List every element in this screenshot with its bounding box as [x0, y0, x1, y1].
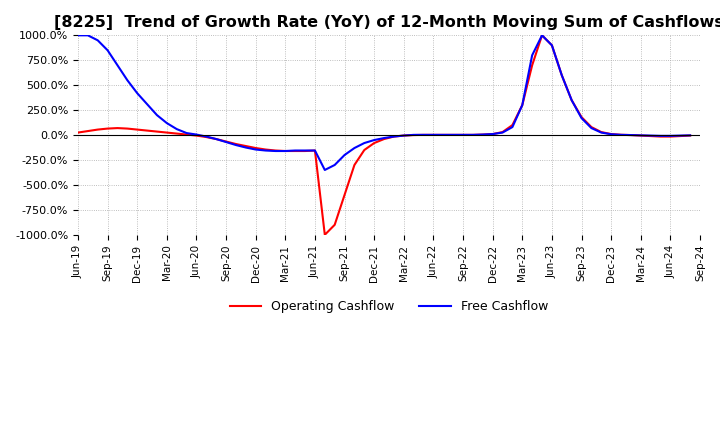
Free Cashflow: [320, 167, 329, 172]
Operating Cashflow: [73, 130, 82, 135]
Operating Cashflow: [241, 143, 250, 149]
Line: Free Cashflow: Free Cashflow: [78, 35, 690, 170]
Free Cashflow: [508, 125, 517, 130]
Operating Cashflow: [686, 133, 695, 138]
Free Cashflow: [676, 133, 685, 138]
Operating Cashflow: [390, 134, 398, 139]
Operating Cashflow: [538, 33, 546, 38]
Free Cashflow: [370, 137, 379, 143]
Operating Cashflow: [370, 140, 379, 146]
Operating Cashflow: [320, 232, 329, 238]
Operating Cashflow: [261, 147, 270, 152]
Free Cashflow: [390, 134, 398, 139]
Legend: Operating Cashflow, Free Cashflow: Operating Cashflow, Free Cashflow: [225, 295, 553, 318]
Title: [8225]  Trend of Growth Rate (YoY) of 12-Month Moving Sum of Cashflows: [8225] Trend of Growth Rate (YoY) of 12-…: [54, 15, 720, 30]
Operating Cashflow: [508, 122, 517, 128]
Free Cashflow: [686, 133, 695, 138]
Operating Cashflow: [676, 133, 685, 139]
Free Cashflow: [241, 145, 250, 150]
Free Cashflow: [73, 33, 82, 38]
Free Cashflow: [261, 148, 270, 153]
Line: Operating Cashflow: Operating Cashflow: [78, 35, 690, 235]
